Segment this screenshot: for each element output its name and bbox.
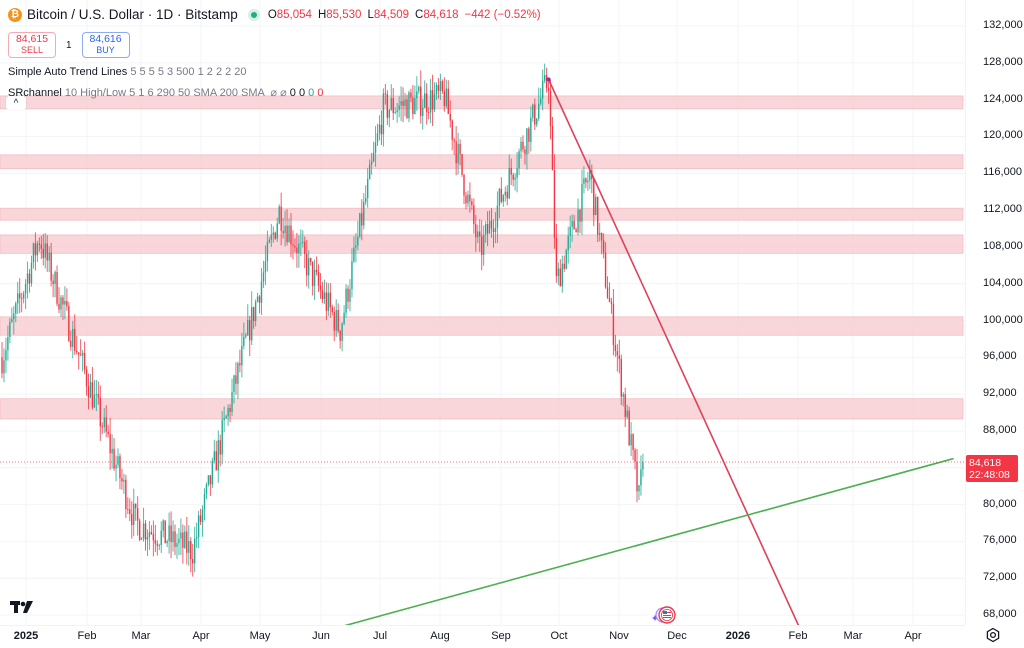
trend-line-support[interactable] [317, 457, 954, 625]
buy-label: BUY [96, 45, 115, 55]
price-label: 128,000 [983, 55, 1023, 68]
indicator-srchannel[interactable]: SRchannel 10 High/Low 5 1 6 290 50 SMA 2… [8, 87, 324, 99]
time-label: Mar [843, 630, 863, 642]
last-price: 84,618 [969, 457, 1002, 470]
time-label: Aug [430, 630, 450, 642]
last-price-tag: 84,618 22:48:08 [966, 455, 1018, 483]
price-label: 72,000 [983, 571, 1017, 584]
sell-price: 84,615 [15, 33, 49, 45]
bar-countdown: 22:48:08 [969, 469, 1010, 482]
ohlc-low: L84,509 [367, 8, 410, 21]
price-label: 88,000 [983, 423, 1017, 436]
sr-band [0, 154, 964, 170]
price-change: −442 (−0.52%) [464, 8, 541, 21]
time-label: Feb [788, 630, 808, 642]
time-label: Oct [550, 630, 568, 642]
price-label: 124,000 [983, 92, 1023, 105]
tradingview-logo[interactable] [10, 600, 36, 614]
sell-label: SELL [20, 45, 44, 55]
price-label: 96,000 [983, 350, 1017, 363]
sr-band [0, 95, 964, 110]
time-label: Mar [131, 630, 151, 642]
time-label: May [249, 630, 271, 642]
sell-button[interactable]: 84,615 SELL [8, 32, 56, 58]
price-label: 120,000 [983, 129, 1023, 142]
bitcoin-icon: ₿ [8, 7, 22, 22]
price-label: 104,000 [983, 276, 1023, 289]
price-label: 80,000 [983, 497, 1017, 510]
candles [1, 63, 644, 577]
indicator-trend-lines[interactable]: Simple Auto Trend Lines 5 5 5 5 3 500 1 … [8, 66, 247, 78]
time-axis[interactable]: 2025 Feb Mar Apr May Jun Jul Aug Sep Oct Nov Dec 202… [0, 625, 965, 648]
price-label: 132,000 [983, 19, 1023, 31]
price-label: 76,000 [983, 534, 1017, 547]
time-label: 2025 [13, 630, 39, 642]
market-open-icon [247, 8, 260, 21]
time-label: Apr [904, 630, 922, 642]
time-label: Sep [491, 630, 511, 642]
price-label: 108,000 [983, 239, 1023, 252]
sr-band [0, 316, 964, 336]
price-label: 68,000 [983, 608, 1017, 620]
time-label: 2026 [725, 630, 751, 642]
price-axis[interactable]: 132,000 128,000 124,000 120,000 116,000 112,0… [965, 0, 1024, 625]
time-label: Jul [372, 630, 388, 642]
spread-value: 1 [66, 39, 72, 51]
buy-price: 84,616 [89, 33, 122, 45]
time-label: Nov [609, 630, 629, 642]
sr-band [0, 207, 964, 221]
price-chart[interactable] [0, 0, 965, 625]
price-label: 92,000 [983, 387, 1017, 400]
price-label: 100,000 [983, 313, 1023, 326]
settings-icon[interactable] [985, 627, 1001, 643]
price-label: 116,000 [983, 166, 1022, 179]
chevron-up-icon: ^ [13, 97, 19, 109]
time-label: Dec [667, 630, 687, 642]
ohlc-open: O85,054 [267, 8, 312, 21]
symbol-title[interactable]: Bitcoin / U.S. Dollar · 1D · Bitstamp [27, 7, 238, 22]
buy-button[interactable]: 84,616 BUY [81, 32, 130, 58]
time-label: Feb [77, 630, 97, 642]
chart-legend: ₿ Bitcoin / U.S. Dollar · 1D · Bitstamp … [8, 6, 541, 99]
trend-line-resistance[interactable] [547, 79, 803, 625]
economic-event-icon[interactable] [650, 604, 680, 626]
collapse-legend-button[interactable]: ^ [6, 96, 26, 110]
chart-pane[interactable] [0, 0, 965, 625]
ohlc-close: C84,618 [415, 8, 459, 21]
price-label: 112,000 [983, 203, 1022, 216]
time-label: Apr [192, 630, 210, 642]
time-label: Jun [312, 630, 330, 642]
ohlc-high: H85,530 [317, 8, 362, 21]
sr-band [0, 398, 964, 420]
